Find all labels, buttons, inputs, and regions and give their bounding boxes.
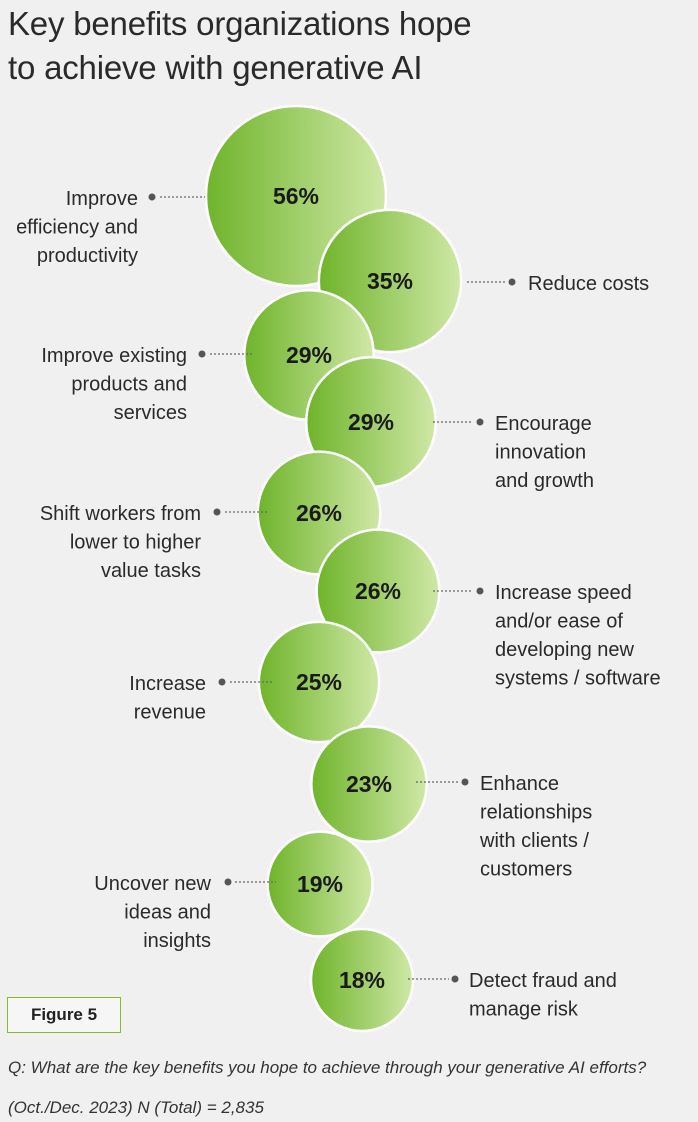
category-label-1: Improve efficiency and productivity [16, 188, 138, 267]
category-label-line: Enhance [480, 773, 559, 795]
category-label-8: Enhance relationships with clients / custom… [479, 773, 592, 881]
category-label-4: Encourage innovation and growth [495, 413, 594, 492]
category-label-line: innovation [495, 442, 586, 464]
connector-dot-4 [476, 418, 484, 426]
category-label-line: with clients / [479, 830, 589, 852]
bubble-9 [266, 830, 374, 938]
chart-title: Key benefits organizations hope to achie… [8, 2, 688, 90]
bubble-7 [257, 620, 381, 744]
category-label-6: Increase speed and/or ease of developing n… [495, 582, 661, 690]
category-label-3: Improve existing products and services [41, 345, 187, 424]
connector-dot-10 [451, 975, 459, 983]
category-label-2: Reduce costs [528, 273, 649, 295]
bubble-2 [317, 208, 463, 354]
bubble-value-label-9: 19% [297, 871, 343, 897]
category-label-line: revenue [134, 702, 206, 724]
category-label-line: products and [71, 374, 187, 396]
connector-dot-3 [198, 350, 206, 358]
survey-question: Q: What are the key benefits you hope to… [8, 1058, 647, 1077]
bubble-value-label-7: 25% [296, 669, 342, 695]
bubble-3 [242, 288, 376, 422]
bubble-6 [315, 528, 441, 654]
category-label-line: and growth [495, 470, 594, 492]
connector-dot-7 [218, 678, 226, 686]
bubble-value-label-8: 23% [346, 771, 392, 797]
category-label-line: Shift workers from [40, 503, 201, 525]
category-label-line: developing new [495, 639, 635, 661]
category-label-line: ideas and [124, 902, 211, 924]
category-label-line: relationships [480, 802, 592, 824]
figure-label: Figure 5 [7, 997, 121, 1033]
bubble-5 [256, 450, 382, 576]
category-label-line: Improve [66, 188, 138, 210]
bubble-value-label-4: 29% [348, 409, 394, 435]
connector-dot-6 [476, 587, 484, 595]
category-label-line: Increase [129, 673, 206, 695]
category-label-line: Improve existing [41, 345, 187, 367]
connector-dot-9 [224, 878, 232, 886]
survey-note: (Oct./Dec. 2023) N (Total) = 2,835 [8, 1098, 264, 1117]
connector-dot-5 [213, 508, 221, 516]
connector-dot-2 [508, 278, 516, 286]
category-label-line: systems / software [495, 668, 661, 690]
bubble-10 [309, 927, 415, 1033]
category-label-5: Shift workers from lower to higher value t… [40, 503, 201, 582]
category-label-line: Detect fraud and [469, 970, 617, 992]
chart-title-line-2: to achieve with generative AI [8, 49, 423, 86]
bubble-8 [310, 725, 428, 843]
category-label-line: value tasks [101, 560, 201, 582]
bubble-4 [304, 355, 438, 489]
bubble-value-label-1: 56% [273, 183, 319, 209]
category-label-line: Increase speed [495, 582, 632, 604]
category-label-line: services [114, 402, 187, 424]
category-label-7: Increase revenue [129, 673, 206, 724]
connector-dot-1 [148, 193, 156, 201]
category-label-line: Encourage [495, 413, 592, 435]
bubble-value-label-5: 26% [296, 500, 342, 526]
bubble-value-label-6: 26% [355, 578, 401, 604]
category-label-line: Uncover new [94, 873, 211, 895]
category-label-line: productivity [37, 245, 138, 267]
bubble-1 [204, 104, 388, 288]
category-label-line: manage risk [469, 999, 579, 1021]
category-label-line: lower to higher [70, 532, 202, 554]
connector-dot-8 [461, 778, 469, 786]
bubble-value-label-2: 35% [367, 268, 413, 294]
category-label-line: and/or ease of [495, 611, 623, 633]
bubble-value-label-10: 18% [339, 967, 385, 993]
category-label-9: Uncover new ideas and insights [94, 873, 211, 952]
category-label-10: Detect fraud and manage risk [469, 970, 617, 1021]
chart-title-line-1: Key benefits organizations hope [8, 5, 472, 42]
category-label-line: customers [480, 859, 572, 881]
category-label-line: efficiency and [16, 217, 138, 239]
category-label-line: Reduce costs [528, 273, 649, 295]
category-label-line: insights [143, 930, 211, 952]
bubble-value-label-3: 29% [286, 342, 332, 368]
